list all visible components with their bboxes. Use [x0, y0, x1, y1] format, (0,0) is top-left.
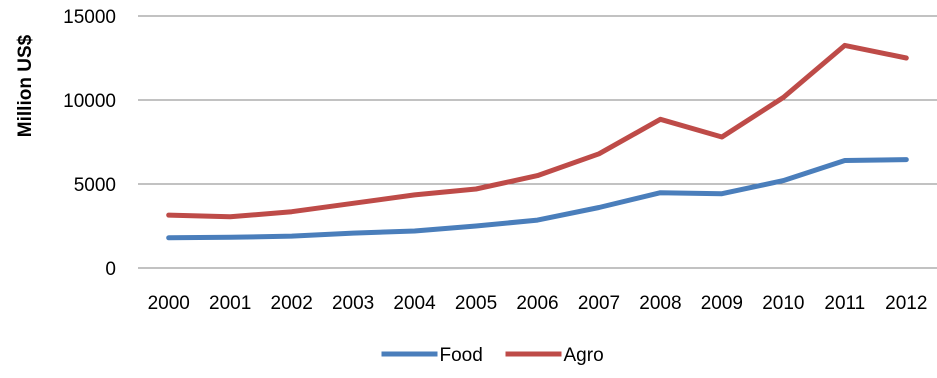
legend: Food Agro [381, 345, 604, 366]
gridlines [138, 15, 937, 269]
series-line-food [166, 157, 909, 241]
x-tick-label: 2003 [332, 293, 374, 314]
x-tick-label: 2007 [578, 293, 620, 314]
x-tick-label: 2001 [209, 293, 251, 314]
x-tick-label: 2005 [455, 293, 497, 314]
y-tick-label: 5000 [74, 175, 116, 196]
x-tick-label: 2008 [639, 293, 681, 314]
x-tick-label: 2010 [762, 293, 804, 314]
x-tick-label: 2011 [824, 293, 865, 314]
y-tick-label: 15000 [63, 7, 116, 28]
y-tick-label: 0 [105, 259, 116, 280]
x-tick-label: 2009 [701, 293, 743, 314]
x-tick-label: 2012 [885, 293, 927, 314]
legend-label: Agro [564, 345, 604, 366]
x-tick-label: 2002 [271, 293, 313, 314]
y-tick-label: 10000 [63, 91, 116, 112]
series-line-agro [166, 42, 909, 220]
legend-item-food: Food [381, 345, 483, 366]
legend-item-agro: Agro [505, 345, 604, 366]
x-axis-ticks: 2000 2001 2002 2003 2004 2005 2006 2007 2008 2009… [148, 293, 928, 314]
x-tick-label: 2006 [516, 293, 558, 314]
series-lines [166, 42, 909, 241]
legend-label: Food [440, 345, 483, 366]
y-axis-title: Million US$ [15, 34, 36, 137]
x-tick-label: 2004 [393, 293, 436, 314]
y-axis-ticks: 0 5000 10000 15000 [63, 7, 116, 280]
x-tick-label: 2000 [148, 293, 190, 314]
